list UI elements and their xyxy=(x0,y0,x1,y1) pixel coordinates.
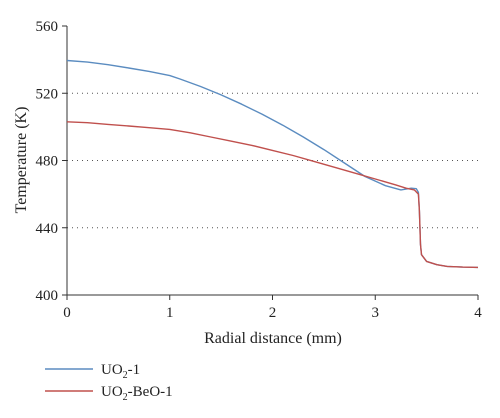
x-tick-label: 0 xyxy=(63,305,71,321)
x-tick-label: 4 xyxy=(474,305,482,321)
x-tick-label: 2 xyxy=(269,305,277,321)
series-line-uo2-beo-1 xyxy=(66,121,479,269)
y-tick-label: 400 xyxy=(36,288,59,304)
x-axis-label: Radial distance (mm) xyxy=(204,330,342,347)
series-line-uo2-1 xyxy=(66,59,479,269)
x-tick-label: 1 xyxy=(166,305,174,321)
y-tick-label: 520 xyxy=(36,86,59,102)
legend: UO2-1 UO2-BeO-1 xyxy=(45,362,173,403)
x-tick-label: 3 xyxy=(372,305,380,321)
tick-labels: 400 440 480 520 560 0 1 2 3 4 xyxy=(36,19,483,321)
y-tick-label: 440 xyxy=(36,221,59,237)
legend-label-uo2-beo-1: UO2-BeO-1 xyxy=(101,384,173,403)
series-lines xyxy=(66,59,479,269)
y-axis-label: Temperature (K) xyxy=(13,107,30,214)
y-tick-label: 480 xyxy=(36,154,59,170)
y-tick-label: 560 xyxy=(36,19,59,35)
legend-label-uo2-1: UO2-1 xyxy=(101,362,140,381)
gridlines xyxy=(67,92,478,229)
